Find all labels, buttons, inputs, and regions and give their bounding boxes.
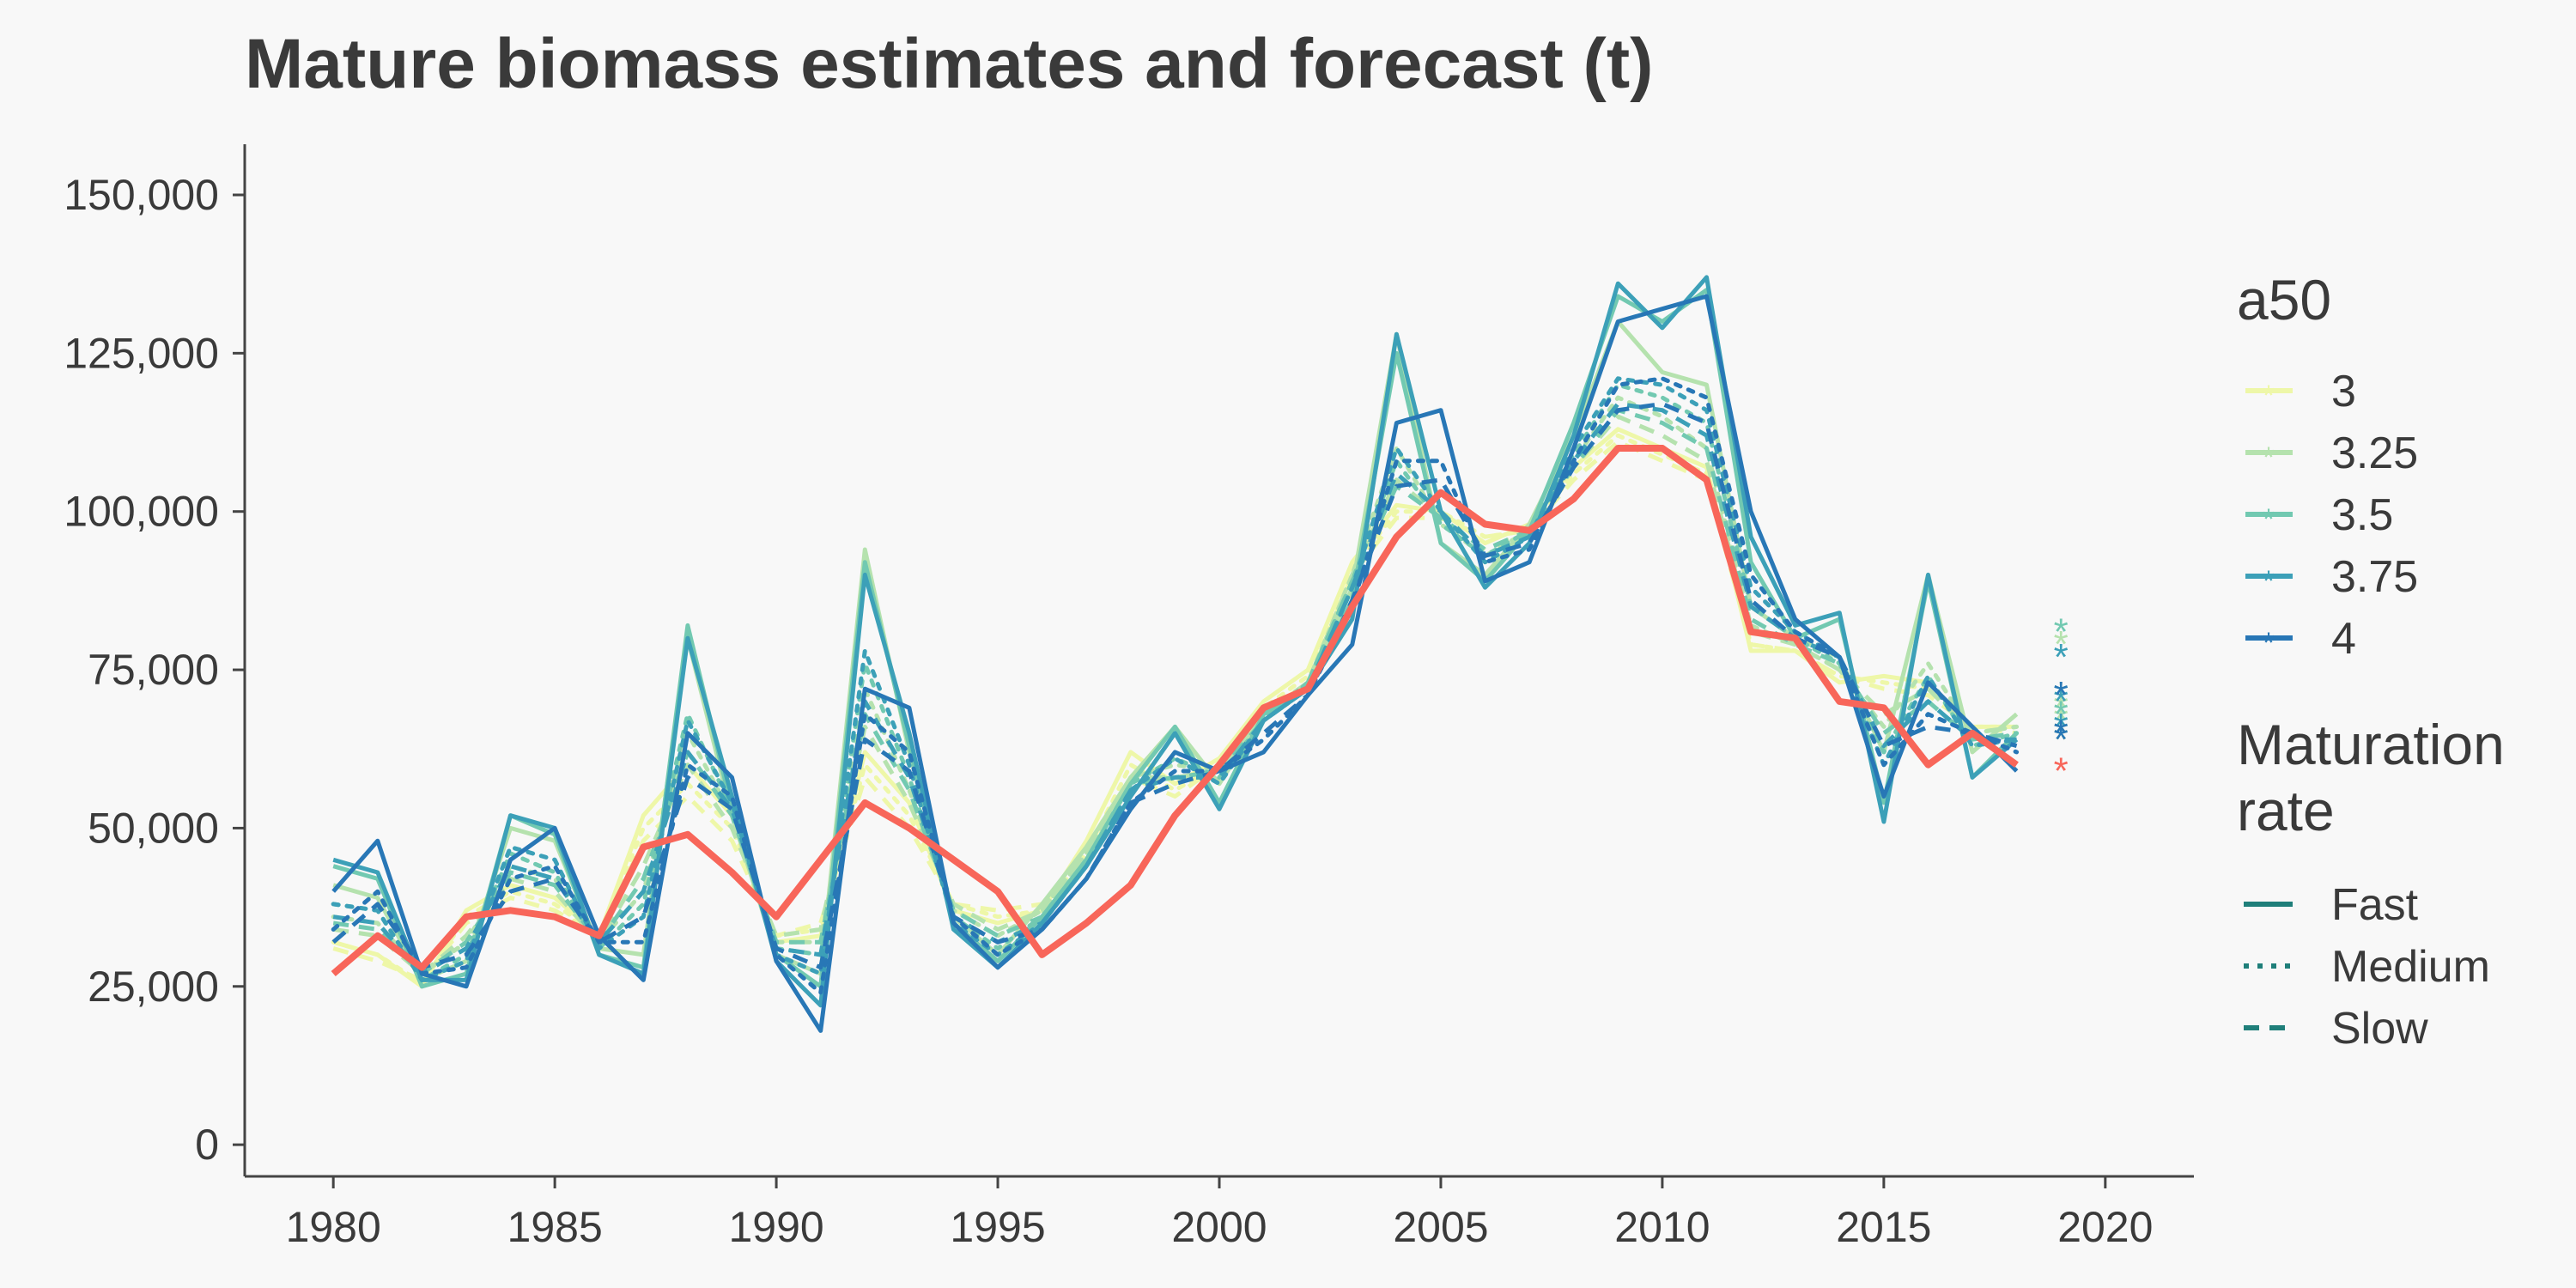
legend-rate-items: Fast Medium Slow: [2244, 880, 2490, 1054]
legend-a50-marker: *: [2263, 441, 2274, 474]
legend-a50-label: 3.5: [2331, 490, 2393, 540]
series-line: [331, 376, 2020, 982]
legend-a50-label: 3: [2331, 367, 2356, 416]
x-tick-label: 1985: [507, 1203, 603, 1251]
legend-a50-label: 3.75: [2331, 552, 2418, 602]
forecast-markers: ****************: [2054, 611, 2069, 792]
x-tick-label: 2020: [2057, 1203, 2153, 1251]
series-line: [332, 401, 2017, 976]
chart-title: Mature biomass estimates and forecast (t…: [245, 25, 1653, 103]
forecast-marker: *: [2054, 719, 2069, 761]
series-line: [331, 376, 2020, 995]
series-layer: [331, 275, 2020, 1033]
series-line: [331, 401, 2018, 970]
y-tick-label: 125,000: [64, 329, 219, 377]
legend: a50 * 3 * 3.25 * 3.5 * 3.75 * 4 Maturation rate F…: [2237, 268, 2505, 1054]
series-line: [332, 275, 2019, 1008]
series-line: [332, 288, 2019, 989]
axes: 0 25,000 50,000 75,000 100,000 125,000 150,000…: [64, 144, 2194, 1251]
forecast-marker: *: [2054, 611, 2069, 653]
series-line: [331, 294, 2019, 1033]
legend-a50-marker: *: [2263, 627, 2274, 659]
forecast-marker: *: [2054, 719, 2069, 761]
forecast-marker: *: [2054, 623, 2069, 665]
x-tick-label: 2005: [1393, 1203, 1488, 1251]
y-tick-label: 50,000: [88, 804, 219, 852]
legend-rate-label: Slow: [2331, 1004, 2428, 1054]
forecast-marker: *: [2054, 712, 2069, 754]
forecast-marker: *: [2054, 687, 2069, 729]
forecast-marker: *: [2054, 681, 2069, 723]
series-line: [332, 414, 2017, 976]
forecast-marker: *: [2054, 712, 2069, 754]
forecast-marker: *: [2054, 636, 2069, 678]
highlight-series-line: [331, 445, 2019, 977]
forecast-marker: *: [2054, 674, 2069, 716]
legend-rate-title-line2: rate: [2237, 779, 2335, 842]
x-tick-label: 1980: [286, 1203, 381, 1251]
series-line: [331, 395, 2020, 976]
legend-a50-marker: *: [2263, 565, 2274, 598]
y-tick-label: 25,000: [88, 963, 219, 1011]
forecast-marker: *: [2054, 719, 2069, 761]
legend-a50-items: * 3 * 3.25 * 3.5 * 3.75 * 4: [2245, 367, 2418, 664]
legend-rate-title-line1: Maturation: [2237, 713, 2505, 776]
forecast-marker: *: [2054, 700, 2069, 742]
x-tick-label: 1990: [728, 1203, 823, 1251]
series-line: [331, 382, 2020, 982]
y-tick-label: 0: [195, 1121, 219, 1169]
legend-rate-label: Medium: [2331, 942, 2490, 992]
series-line: [332, 408, 2017, 976]
legend-rate-label: Fast: [2331, 880, 2419, 930]
y-tick-label: 100,000: [64, 488, 219, 536]
x-tick-label: 1995: [950, 1203, 1045, 1251]
x-tick-label: 2000: [1171, 1203, 1267, 1251]
x-tick-label: 2015: [1836, 1203, 1931, 1251]
forecast-marker: *: [2054, 750, 2069, 793]
forecast-marker: *: [2054, 674, 2069, 716]
legend-a50-title: a50: [2237, 268, 2331, 331]
legend-a50-marker: *: [2263, 503, 2274, 536]
x-tick-label: 2010: [1614, 1203, 1710, 1251]
forecast-marker: *: [2054, 706, 2069, 748]
legend-a50-label: 3.25: [2331, 428, 2418, 478]
legend-a50-marker: *: [2263, 380, 2274, 412]
legend-a50-label: 4: [2331, 614, 2356, 664]
y-tick-label: 150,000: [64, 171, 219, 219]
y-tick-label: 75,000: [88, 646, 219, 694]
forecast-marker: *: [2054, 693, 2069, 735]
